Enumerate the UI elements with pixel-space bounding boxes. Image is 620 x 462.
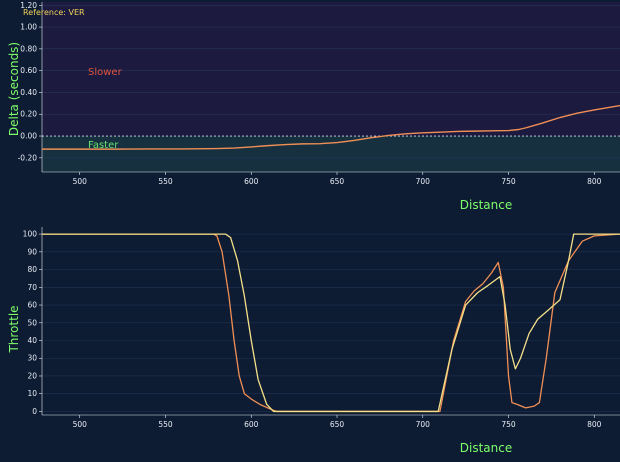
- slower-region: [42, 2, 620, 137]
- slower-annotation: Slower: [88, 67, 123, 78]
- delta-y-tick-label: 1.00: [20, 23, 37, 32]
- throttle-y-tick-label: 10: [27, 389, 37, 398]
- throttle-y-tick-label: 20: [27, 371, 37, 380]
- delta-y-tick-label: 0.80: [20, 44, 37, 53]
- delta-x-tick-label: 600: [244, 177, 259, 186]
- throttle-y-tick-label: 100: [23, 230, 38, 239]
- delta-x-tick-label: 550: [158, 177, 173, 186]
- delta-y-axis-label: Delta (seconds): [7, 42, 21, 136]
- delta-y-tick-label: 1.20: [20, 1, 37, 10]
- delta-x-ticks: 500 550 600 650 700 750 800: [42, 171, 620, 186]
- faster-region: [42, 136, 620, 172]
- throttle-x-ticks: 500 550 600 650 700 750 800: [42, 414, 620, 429]
- delta-x-tick-label: 750: [501, 177, 516, 186]
- faster-annotation: Faster: [88, 140, 119, 151]
- throttle-chart: 0 10 20 30 40 50 60 70 80 90 100 500 550 600 650 700 75…: [7, 227, 620, 455]
- throttle-plot-background: [42, 227, 620, 415]
- throttle-y-tick-label: 50: [27, 318, 37, 327]
- throttle-y-tick-label: 80: [27, 265, 37, 274]
- delta-y-tick-label: -0.20: [18, 153, 38, 162]
- throttle-y-tick-label: 0: [32, 407, 37, 416]
- delta-y-tick-label: 0.60: [20, 66, 37, 75]
- delta-x-tick-label: 800: [587, 177, 602, 186]
- reference-label: Reference: VER: [23, 8, 85, 17]
- throttle-x-tick-label: 650: [330, 420, 345, 429]
- delta-y-ticks: -0.20 0.00 0.20 0.40 0.60 0.80 1.00 1.20: [18, 1, 43, 172]
- throttle-y-tick-label: 90: [27, 247, 37, 256]
- delta-y-tick-label: 0.00: [20, 132, 37, 141]
- throttle-y-tick-label: 40: [27, 336, 37, 345]
- delta-y-tick-label: 0.20: [20, 110, 37, 119]
- throttle-x-tick-label: 700: [416, 420, 431, 429]
- throttle-y-tick-label: 60: [27, 301, 37, 310]
- delta-x-axis-label: Distance: [460, 198, 512, 212]
- delta-series-line: [42, 104, 620, 150]
- throttle-y-ticks: 0 10 20 30 40 50 60 70 80 90 100: [23, 227, 43, 416]
- throttle-y-tick-label: 70: [27, 283, 37, 292]
- throttle-x-tick-label: 750: [501, 420, 516, 429]
- throttle-y-axis-label: Throttle: [7, 305, 21, 353]
- throttle-x-tick-label: 550: [158, 420, 173, 429]
- throttle-x-tick-label: 600: [244, 420, 259, 429]
- delta-grid: [42, 4, 620, 159]
- throttle-series-line-orange: [42, 233, 620, 413]
- throttle-x-tick-label: 800: [587, 420, 602, 429]
- delta-y-tick-label: 0.40: [20, 88, 37, 97]
- delta-x-tick-label: 700: [416, 177, 431, 186]
- throttle-x-tick-label: 500: [73, 420, 88, 429]
- delta-x-tick-label: 650: [330, 177, 345, 186]
- throttle-x-axis-label: Distance: [460, 441, 512, 455]
- throttle-series-line-yellow: [42, 233, 620, 413]
- delta-chart: -0.20 0.00 0.20 0.40 0.60 0.80 1.00 1.20 500 550…: [7, 1, 620, 212]
- throttle-y-tick-label: 30: [27, 354, 37, 363]
- delta-x-tick-label: 500: [73, 177, 88, 186]
